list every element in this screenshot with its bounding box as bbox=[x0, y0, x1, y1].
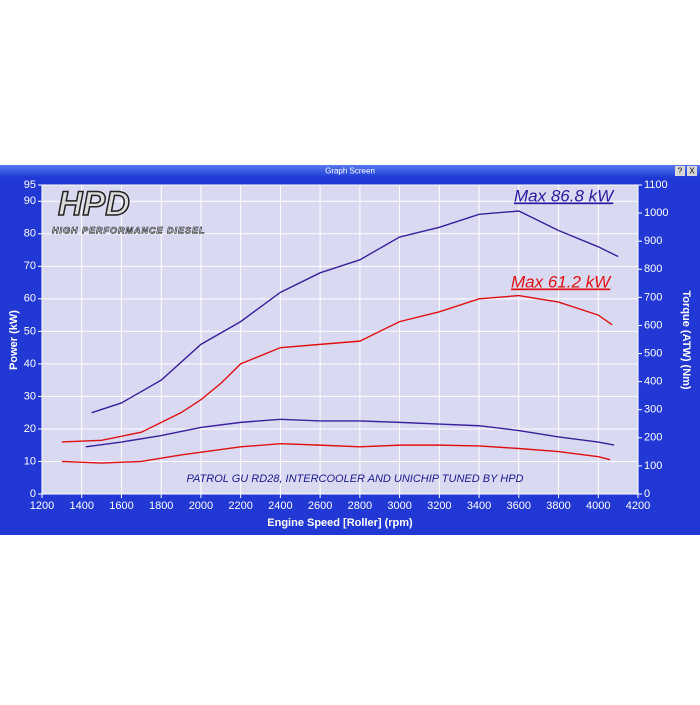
y2-tick-label: 600 bbox=[644, 319, 662, 331]
series-line bbox=[61, 294, 613, 443]
y-tick-label: 70 bbox=[24, 260, 36, 272]
run-note: PATROL GU RD28, INTERCOOLER AND UNICHIP … bbox=[187, 473, 524, 485]
y-tick-label: 90 bbox=[24, 195, 36, 207]
y-tick-label: 60 bbox=[24, 293, 36, 305]
y-tick-label: 20 bbox=[24, 423, 36, 435]
series-line bbox=[61, 443, 611, 464]
x-tick-label: 3400 bbox=[467, 500, 491, 512]
y-tick-label: 50 bbox=[24, 325, 36, 337]
y2-tick-label: 1100 bbox=[644, 179, 668, 191]
x-tick-label: 1600 bbox=[109, 500, 133, 512]
y2-tick-label: 500 bbox=[644, 347, 662, 359]
x-tick-label: 3200 bbox=[427, 500, 451, 512]
x-tick-label: 2800 bbox=[348, 500, 372, 512]
plot-area bbox=[42, 185, 638, 494]
x-tick-label: 2200 bbox=[228, 500, 252, 512]
series-line bbox=[85, 418, 615, 448]
x-tick-label: 4200 bbox=[626, 500, 650, 512]
y-tick-label: 10 bbox=[24, 455, 36, 467]
title-bar bbox=[0, 165, 700, 177]
x-tick-label: 3000 bbox=[387, 500, 411, 512]
y-axis-label: Power (kW) bbox=[8, 310, 20, 370]
y-tick-label: 80 bbox=[24, 228, 36, 240]
series-line bbox=[91, 210, 619, 414]
y2-tick-label: 900 bbox=[644, 235, 662, 247]
close-button[interactable] bbox=[687, 166, 697, 176]
close-glyph[interactable]: X bbox=[689, 167, 695, 176]
plot-border bbox=[41, 184, 639, 495]
x-tick-label: 2600 bbox=[308, 500, 332, 512]
y2-tick-label: 1000 bbox=[644, 207, 668, 219]
logo: HPD bbox=[58, 185, 130, 223]
x-tick-label: 2000 bbox=[189, 500, 213, 512]
y2-tick-label: 200 bbox=[644, 432, 662, 444]
x-tick-label: 4000 bbox=[586, 500, 610, 512]
y2-tick-label: 800 bbox=[644, 263, 662, 275]
window-title: Graph Screen bbox=[325, 167, 375, 176]
help-glyph[interactable]: ? bbox=[678, 167, 683, 176]
y2-tick-label: 100 bbox=[644, 460, 662, 472]
y2-tick-label: 0 bbox=[644, 488, 650, 500]
y-tick-label: 0 bbox=[30, 488, 36, 500]
x-tick-label: 2400 bbox=[268, 500, 292, 512]
y-tick-label: 40 bbox=[24, 358, 36, 370]
x-tick-label: 1200 bbox=[30, 500, 54, 512]
y-tick-label: 95 bbox=[24, 179, 36, 191]
y-tick-label: 30 bbox=[24, 390, 36, 402]
logo-subtitle: HIGH PERFORMANCE DIESEL bbox=[52, 225, 206, 235]
x-tick-label: 3800 bbox=[546, 500, 570, 512]
y2-tick-label: 300 bbox=[644, 404, 662, 416]
max-power-red: Max 61.2 kW bbox=[511, 272, 612, 291]
x-tick-label: 1800 bbox=[149, 500, 173, 512]
x-tick-label: 1400 bbox=[69, 500, 93, 512]
max-power-blue: Max 86.8 kW bbox=[514, 186, 615, 205]
help-button[interactable] bbox=[675, 166, 685, 176]
x-tick-label: 3600 bbox=[507, 500, 531, 512]
y2-tick-label: 400 bbox=[644, 376, 662, 388]
y2-tick-label: 700 bbox=[644, 291, 662, 303]
y2-axis-label: Torque (ATW) (Nm) bbox=[680, 290, 692, 390]
x-axis-label: Engine Speed [Roller] (rpm) bbox=[267, 517, 413, 529]
